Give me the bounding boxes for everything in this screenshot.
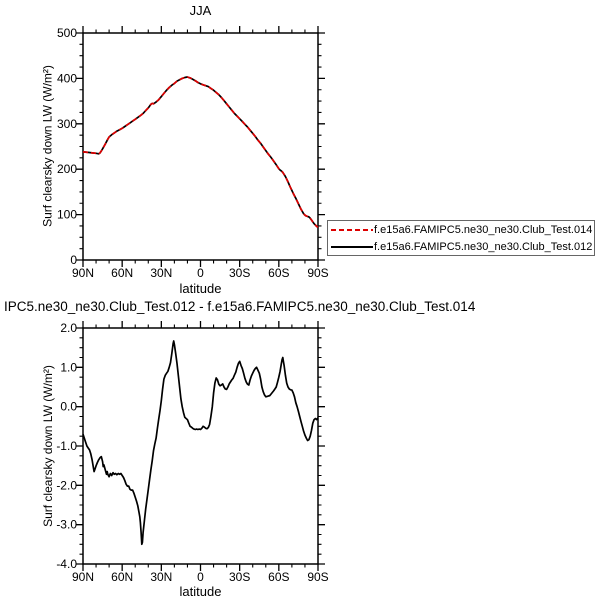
top-chart-y-axis-label: Surf clearsky down LW (W/m²): [40, 65, 55, 227]
chart1-y-tick-label: 1.0: [60, 360, 77, 374]
chart0-x-tick-label: 0: [197, 266, 204, 280]
chart1-series-0-line: [82, 340, 319, 546]
chart0-y-tick-label: 100: [57, 208, 77, 222]
legend-entry-test-014: f.e15a6.FAMIPC5.ne30_ne30.Club_Test.014: [328, 222, 594, 238]
chart1-x-tick-label: 60N: [111, 570, 133, 584]
chart0-y-tick-label: 500: [57, 26, 77, 40]
chart1-x-tick-label: 0: [197, 570, 204, 584]
chart1-y-tick-label: 2.0: [60, 321, 77, 335]
bottom-chart-y-axis-label: Surf clearsky down LW (W/m²): [41, 365, 55, 527]
chart1-y-tick-label: 0.0: [60, 400, 77, 414]
red-dashed-line-sample: [331, 228, 373, 231]
chart0-y-tick-label: 200: [57, 162, 77, 176]
chart0-y-tick-label: 400: [57, 71, 77, 85]
chart0-series-1-line: [82, 76, 319, 228]
chart1-y-tick-label: -4.0: [56, 557, 77, 571]
chart0-frame: [82, 32, 319, 261]
chart0-x-tick-label: 60N: [111, 266, 133, 280]
chart1-x-tick-label: 90S: [307, 570, 328, 584]
chart0-major-ticks: [76, 26, 325, 267]
chart0-x-tick-label: 30N: [150, 266, 172, 280]
chart0-minor-ticks: [79, 29, 322, 264]
legend-label-test-014: f.e15a6.FAMIPC5.ne30_ne30.Club_Test.014: [374, 223, 593, 236]
chart0-x-tick-label: 60S: [268, 266, 289, 280]
top-chart-x-axis-label: latitude: [179, 281, 222, 296]
chart1-x-tick-label: 60S: [268, 570, 289, 584]
bottom-chart-title: IPC5.ne30_ne30.Club_Test.012 - f.e15a6.F…: [4, 299, 476, 314]
chart0-x-tick-label: 90N: [72, 266, 94, 280]
chart1-minor-ticks: [79, 324, 322, 568]
chart1-x-tick-label: 90N: [72, 570, 94, 584]
chart0-y-tick-label: 0: [70, 253, 77, 267]
chart0-x-tick-label: 30S: [229, 266, 250, 280]
chart1-y-tick-label: -3.0: [56, 518, 77, 532]
chart0-y-tick-label: 300: [57, 117, 77, 131]
legend-label-test-012: f.e15a6.FAMIPC5.ne30_ne30.Club_Test.012: [374, 240, 593, 253]
legend-entry-test-012: f.e15a6.FAMIPC5.ne30_ne30.Club_Test.012: [328, 239, 594, 255]
chart1-x-tick-label: 30S: [229, 570, 250, 584]
chart1-y-tick-label: -1.0: [56, 439, 77, 453]
chart0-series-0-line: [82, 76, 319, 228]
chart0-x-tick-label: 90S: [307, 266, 328, 280]
chart1-frame: [82, 327, 319, 565]
chart1-y-tick-label: -2.0: [56, 478, 77, 492]
legend-box: f.e15a6.FAMIPC5.ne30_ne30.Club_Test.014 …: [327, 220, 595, 256]
top-chart-title: JJA: [189, 3, 212, 18]
chart1-major-ticks: [76, 321, 325, 571]
bottom-chart-x-axis-label: latitude: [179, 584, 222, 599]
black-solid-line-sample: [331, 245, 373, 248]
chart1-x-tick-label: 30N: [150, 570, 172, 584]
